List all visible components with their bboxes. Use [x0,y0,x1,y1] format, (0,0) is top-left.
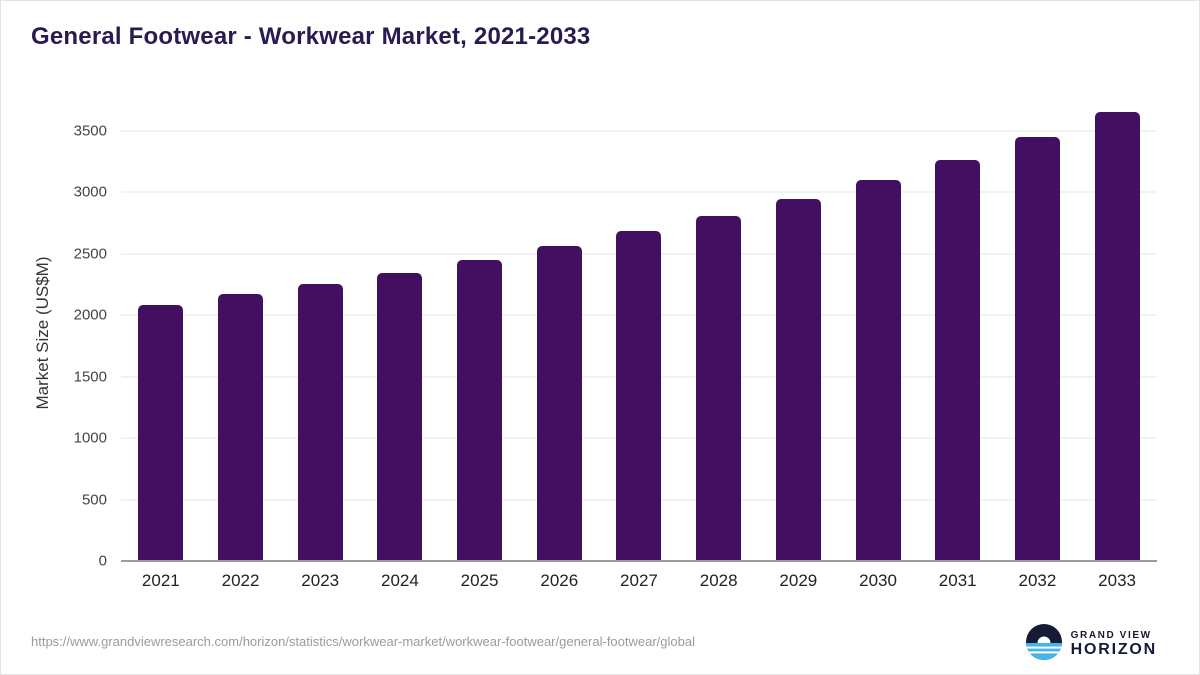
bar-2031 [935,159,981,561]
x-tick-label: 2023 [301,571,340,590]
source-url: https://www.grandviewresearch.com/horizo… [31,634,695,649]
bar-slot [838,106,918,561]
bar-slot [599,106,679,561]
bar-2024 [377,272,423,561]
bar-slot [759,106,839,561]
bar-2027 [616,231,662,561]
footer: https://www.grandviewresearch.com/horizo… [1,612,1199,674]
bar-2025 [457,259,503,561]
x-axis-labels: 2021 2022 2023 2024 2025 2026 2027 2028 2029 2030… [121,567,1157,595]
x-tick-label: 2030 [859,571,897,590]
bars-container [121,106,1157,561]
brand-logo: GRAND VIEW HORIZON [1025,624,1157,665]
bar-slot [519,106,599,561]
chart-title: General Footwear - Workwear Market, 2021… [31,23,591,50]
x-tick-label: 2031 [938,571,977,590]
x-tick-label: 2025 [460,571,499,590]
bar-2030 [855,179,901,561]
y-tick-label: 3500 [73,122,107,140]
bar-2029 [775,198,821,561]
bar-slot [360,106,440,561]
y-tick-label: 1000 [73,429,107,447]
y-tick-label: 1500 [73,368,107,386]
bar-2023 [297,284,343,561]
y-tick-label: 0 [98,552,107,570]
bar-slot [679,106,759,561]
x-tick-label: 2033 [1098,571,1136,590]
bar-2028 [696,216,742,561]
gridline [121,130,1157,132]
bar-slot [280,106,360,561]
bar-slot [998,106,1078,561]
x-tick-label: 2032 [1018,571,1057,590]
y-axis-label: Market Size (US$M) [33,256,52,410]
bar-slot [1077,106,1157,561]
plot-area: 0 500 1000 1500 2000 2500 3000 3500 [74,106,1157,570]
logo-text-horizon: HORIZON [1070,641,1157,659]
x-tick-label: 2024 [380,571,419,590]
brand-logo-text: GRAND VIEW HORIZON [1071,630,1157,660]
y-tick-label: 2000 [73,306,107,324]
bar-2022 [218,294,264,561]
x-tick-label: 2029 [779,571,818,590]
x-tick-label: 2026 [540,571,579,590]
x-axis-line [121,560,1157,562]
y-tick-label: 2500 [73,245,107,263]
bar-2033 [1094,112,1140,561]
bar-slot [121,106,201,561]
bar-2026 [536,246,582,561]
y-tick-label: 3000 [73,183,107,201]
logo-text-grand-view: GRAND VIEW [1070,629,1152,641]
y-tick-label: 500 [81,491,107,509]
bar-slot [918,106,998,561]
bar-2032 [1014,137,1060,561]
x-tick-label: 2021 [141,571,180,590]
x-tick-label: 2022 [221,571,260,590]
x-tick-label: 2028 [699,571,738,590]
bar-slot [440,106,520,561]
horizon-logo-icon [1025,624,1062,665]
bar-slot [201,106,281,561]
gridline [121,191,1157,193]
x-tick-label: 2027 [620,571,658,590]
bar-2021 [138,305,184,561]
